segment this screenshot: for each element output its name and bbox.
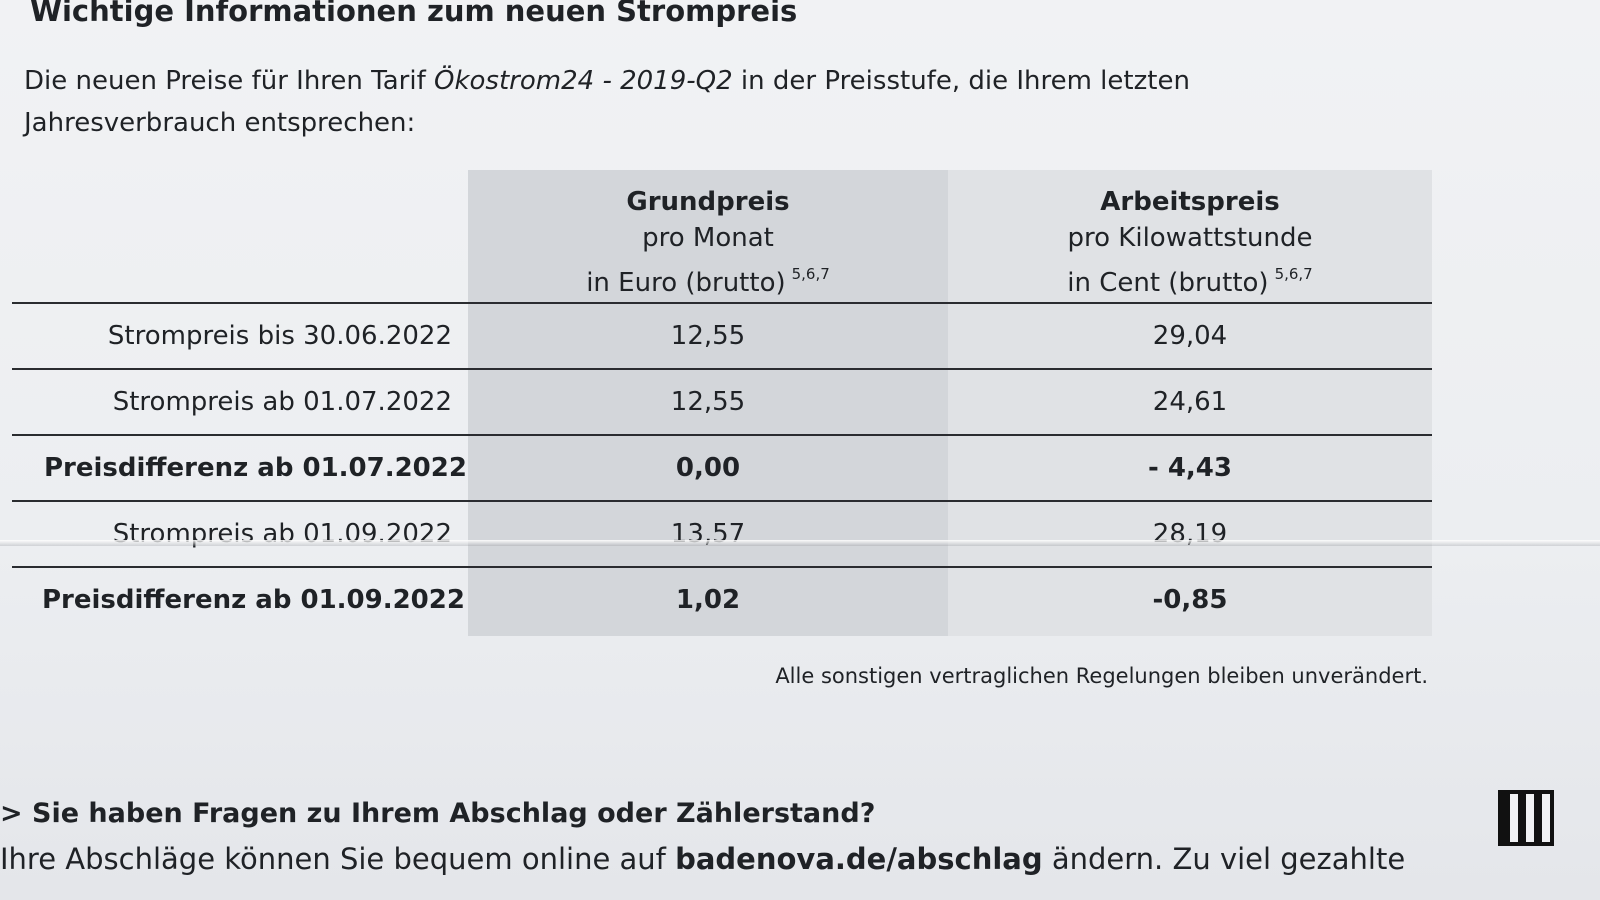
grundpreis-header-line3: in Euro (brutto) [586,268,786,298]
faq-text: Ihre Abschläge können Sie bequem online … [0,842,1405,876]
contract-note: Alle sonstigen vertraglichen Regelungen … [775,664,1428,688]
paper-fold-line [0,540,1600,546]
arbeitspreis-header-line3: in Cent (brutto) [1067,268,1269,298]
grundpreis-value: 0,00 [675,453,741,483]
intro-prefix: Die neuen Preise für Ihren Tarif [24,66,434,96]
grundpreis-value: 12,55 [670,321,746,351]
row-label: Strompreis ab 01.09.2022 [112,519,452,549]
arbeitspreis-header-line1: Arbeitspreis [1100,187,1280,217]
grundpreis-footnote: 5,6,7 [791,265,830,283]
arbeitspreis-header-line2: pro Kilowattstunde [1067,223,1313,253]
table-row: Preisdifferenz ab 01.09.2022 1,02 -0,85 [12,568,1432,632]
grundpreis-header: Grundpreis pro Monat in Euro (brutto) 5,6… [468,184,948,301]
arbeitspreis-value: 29,04 [1152,321,1228,351]
arbeitspreis-value: -0,85 [1152,585,1228,615]
grundpreis-column-shade [468,170,948,636]
row-label: Strompreis bis 30.06.2022 [107,321,452,351]
row-label: Preisdifferenz ab 01.09.2022 [42,585,465,615]
table-row: Strompreis bis 30.06.2022 12,55 29,04 [12,304,1432,370]
table-row: Preisdifferenz ab 01.07.2022 0,00 - 4,43 [12,436,1432,502]
intro-paragraph: Die neuen Preise für Ihren Tarif Ökostro… [24,60,1324,144]
grundpreis-header-line2: pro Monat [642,223,774,253]
grundpreis-value: 12,55 [670,387,746,417]
row-label: Preisdifferenz ab 01.07.2022 [44,453,467,483]
row-label: Strompreis ab 01.07.2022 [112,387,452,417]
arbeitspreis-header: Arbeitspreis pro Kilowattstunde in Cent … [948,184,1432,301]
grundpreis-value: 13,57 [670,519,746,549]
arbeitspreis-footnote: 5,6,7 [1274,265,1313,283]
abschlag-link[interactable]: badenova.de/abschlag [675,842,1043,876]
tariff-name: Ökostrom24 - 2019-Q2 [434,66,733,96]
grundpreis-header-line1: Grundpreis [626,187,790,217]
faq-text-suffix: ändern. Zu viel gezahlte [1042,842,1406,876]
intro-suffix: in der Preisstufe, die Ihrem letzten Jah… [24,66,1190,138]
datamatrix-code-icon [1498,790,1554,846]
table-row: Strompreis ab 01.09.2022 13,57 28,19 [12,502,1432,568]
arbeitspreis-value: 24,61 [1152,387,1228,417]
faq-heading: > Sie haben Fragen zu Ihrem Abschlag ode… [0,798,876,829]
arbeitspreis-value: - 4,43 [1148,453,1232,483]
arbeitspreis-column-shade [948,170,1432,636]
document-title: Wichtige Informationen zum neuen Strompr… [30,0,798,28]
faq-text-prefix: Ihre Abschläge können Sie bequem online … [0,842,676,876]
table-header-row: Grundpreis pro Monat in Euro (brutto) 5,6… [12,170,1432,304]
grundpreis-value: 1,02 [675,585,741,615]
table-row: Strompreis ab 01.07.2022 12,55 24,61 [12,370,1432,436]
arbeitspreis-value: 28,19 [1152,519,1228,549]
